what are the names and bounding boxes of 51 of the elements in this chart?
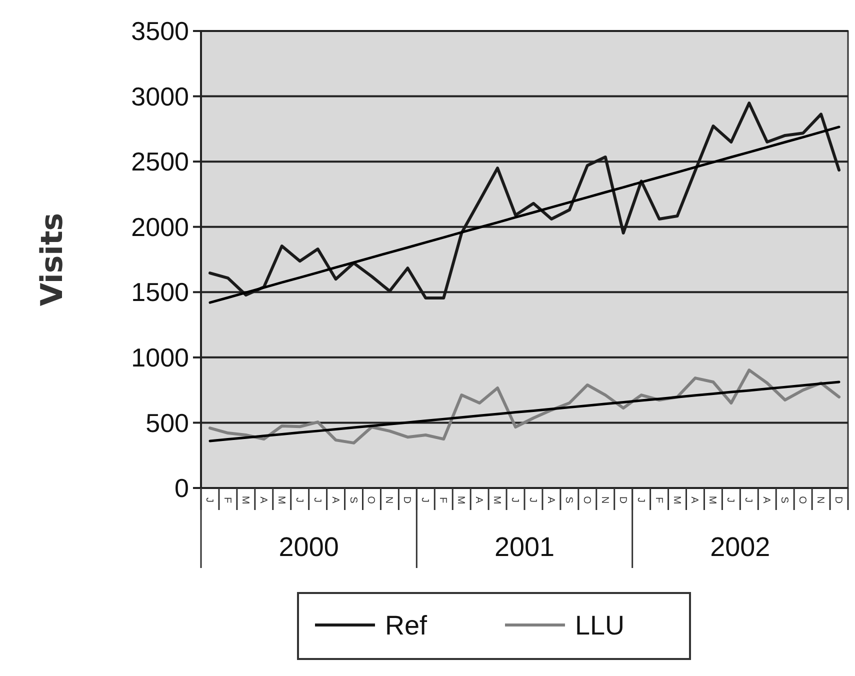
y-tick-label: 2500 (131, 146, 189, 177)
x-tick-label: J (293, 498, 304, 502)
y-tick-label: 3500 (131, 16, 189, 46)
y-tick-label: 2000 (131, 212, 189, 242)
x-tick-label: M (455, 496, 466, 504)
y-tick-label: 500 (146, 408, 189, 438)
x-tick-label: A (257, 496, 268, 504)
y-tick-label: 1500 (131, 277, 189, 308)
x-tick-label: S (347, 496, 358, 504)
x-tick-label: D (832, 496, 844, 504)
y-tick-label: 1000 (131, 342, 189, 373)
x-tick-label: M (275, 496, 286, 504)
text: 2000 (278, 532, 339, 562)
x-tick-label: O (580, 496, 592, 504)
x-tick-label: J (311, 498, 322, 502)
text: 2001 (494, 532, 555, 562)
x-tick-label: J (724, 498, 736, 502)
x-tick-label: J (526, 498, 538, 502)
x-tick-label: J (419, 498, 430, 502)
x-tick-label: A (544, 496, 556, 504)
x-tick-label: S (562, 496, 574, 504)
x-tick-label: D (616, 496, 628, 504)
x-tick-label: A (688, 496, 700, 504)
x-tick-label: M (670, 496, 682, 504)
x-tick-label: S (778, 496, 790, 504)
x-tick-label: N (814, 496, 826, 504)
x-tick-label: N (383, 496, 394, 504)
x-tick-label: D (401, 496, 412, 504)
x-tick-label: O (796, 496, 808, 504)
x-tick-label: A (329, 496, 340, 504)
legend-label: LLU (575, 610, 625, 640)
y-axis-title: Visits (35, 212, 70, 306)
x-tick-label: F (437, 496, 448, 504)
x-tick-label: J (509, 498, 520, 502)
y-tick-label: 3000 (131, 81, 189, 112)
x-tick-label: M (706, 496, 718, 504)
x-tick-label: A (760, 496, 772, 504)
line-series (208, 380, 840, 442)
x-tick-label: F (221, 496, 232, 504)
legend-label: Ref (385, 610, 428, 640)
x-tick-label: J (634, 498, 646, 502)
x-tick-label: M (491, 496, 502, 504)
x-tick-label: M (239, 496, 250, 504)
x-tick-label: A (473, 496, 484, 504)
x-tick-label: J (203, 498, 214, 502)
y-tick-label: 0 (174, 473, 189, 504)
text: 2002 (710, 532, 770, 562)
x-tick-label: J (742, 498, 754, 502)
x-tick-label: F (652, 496, 664, 504)
x-tick-label: N (598, 496, 610, 504)
x-tick-label: O (365, 496, 376, 504)
